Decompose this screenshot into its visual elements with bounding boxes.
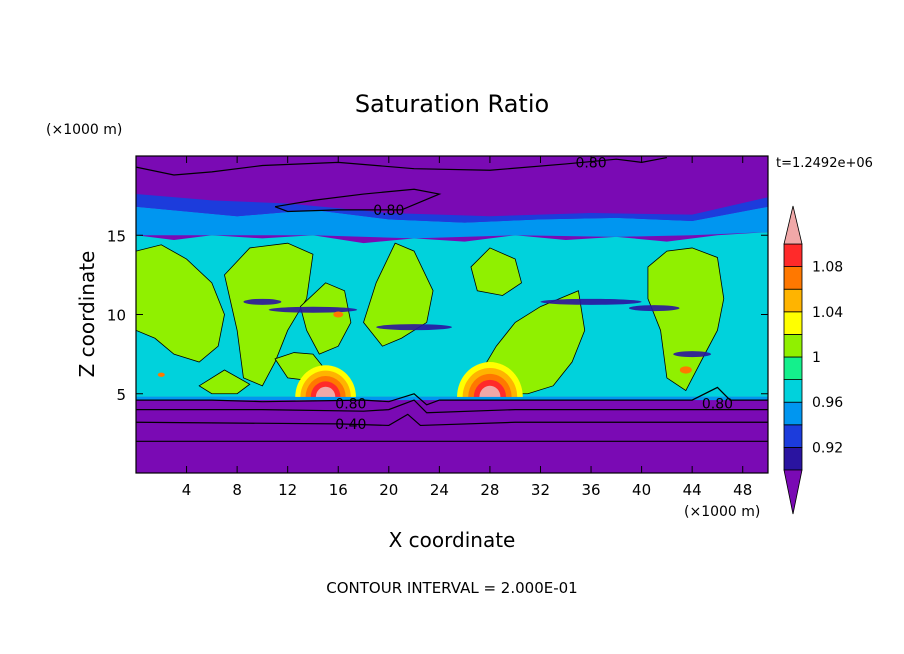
x-tick-label: 28 [480,481,499,499]
x-tick-label: 20 [379,481,398,499]
y-unit-label: (×1000 m) [46,122,122,138]
colorbar-bin-10 [783,243,803,268]
contour-line-upper-2 [274,188,442,213]
colorbar-label: 1.08 [812,260,843,276]
colorbar-label: 1.04 [812,305,843,321]
contour-label-2: 0.80 [373,203,404,219]
contour-labels: 0.80 0.80 0.80 0.80 0.40 [335,155,733,433]
x-tick-label: 36 [581,481,600,499]
contour-line-2 [136,399,768,414]
field-upper-transition [136,206,768,239]
colorbar-bin-1 [783,446,803,471]
contour-line-upper-1 [136,156,667,176]
contour-line-1 [136,386,768,406]
field-lower-dry-layer [136,400,768,473]
colorbar-bin-8 [783,288,803,313]
y-tick-label: 15 [107,227,126,245]
y-axis-label: Z coordinate [75,251,99,378]
contour-label-4: 0.80 [702,396,733,412]
x-tick-label: 32 [531,481,550,499]
cloud-region-3 [299,282,352,355]
x-tick-label: 48 [733,481,752,499]
x-tick-label: 40 [632,481,651,499]
cloud-region-4 [363,242,434,347]
hot-spot-2 [679,366,692,374]
colorbar-label: 1 [812,350,821,366]
colorbar-bin-5 [783,356,803,381]
dry-streak-3 [540,298,642,305]
dry-streak-4 [628,305,680,312]
time-label: t=1.2492e+06 [776,156,873,171]
dry-streak-6 [673,351,712,358]
plot-area [136,156,768,473]
colorbar-bin-3 [783,401,803,426]
colorbar-bin-7 [783,311,803,335]
colorbar-top-arrow [783,205,803,245]
hot-spot-1 [333,311,344,318]
colorbar-bin-6 [783,333,803,358]
x-axis-ticks: 4 8 12 16 20 24 28 32 36 40 44 48 [182,156,752,499]
dry-streak-1 [268,306,358,313]
x-tick-label: 16 [329,481,348,499]
contour-lines [136,156,768,442]
y-axis-ticks: 5 10 15 [107,227,768,404]
colorbar-bottom-arrow [783,469,803,515]
dry-streak-5 [243,298,282,305]
y-tick-label: 5 [116,386,126,404]
contour-label-1: 0.80 [575,155,606,171]
hot-spot-3 [157,372,165,377]
cloud-region-1 [136,244,225,363]
colorbar-label: 0.92 [812,440,843,456]
x-axis-label: X coordinate [389,528,516,552]
cloud-region-2 [224,242,314,387]
colorbar-bin-2 [783,424,803,448]
field-base-transition [136,396,768,401]
field-upper-transition-2 [136,194,768,223]
colorbar-bin-4 [783,379,803,403]
chart-title: Saturation Ratio [355,90,549,118]
x-tick-label: 8 [232,481,242,499]
dry-streak-2 [376,324,452,331]
x-tick-label: 4 [182,481,192,499]
colorbar-bin-9 [783,266,803,290]
x-tick-label: 24 [430,481,449,499]
x-tick-label: 44 [683,481,702,499]
x-unit-label: (×1000 m) [684,504,760,520]
cloud-region-5 [470,247,522,296]
colorbar-label: 0.96 [812,395,843,411]
contour-interval-footer: CONTOUR INTERVAL = 2.000E-01 [326,579,577,597]
colorbar: 0.92 0.96 1 1.04 1.08 [783,205,843,515]
y-tick-label: 10 [107,307,126,325]
x-tick-label: 12 [278,481,297,499]
contour-label-5: 0.40 [335,417,366,433]
contour-label-3: 0.80 [335,396,366,412]
contour-line-3 [136,413,768,427]
cloud-region-9 [198,369,251,395]
cloud-region-7 [647,247,725,392]
